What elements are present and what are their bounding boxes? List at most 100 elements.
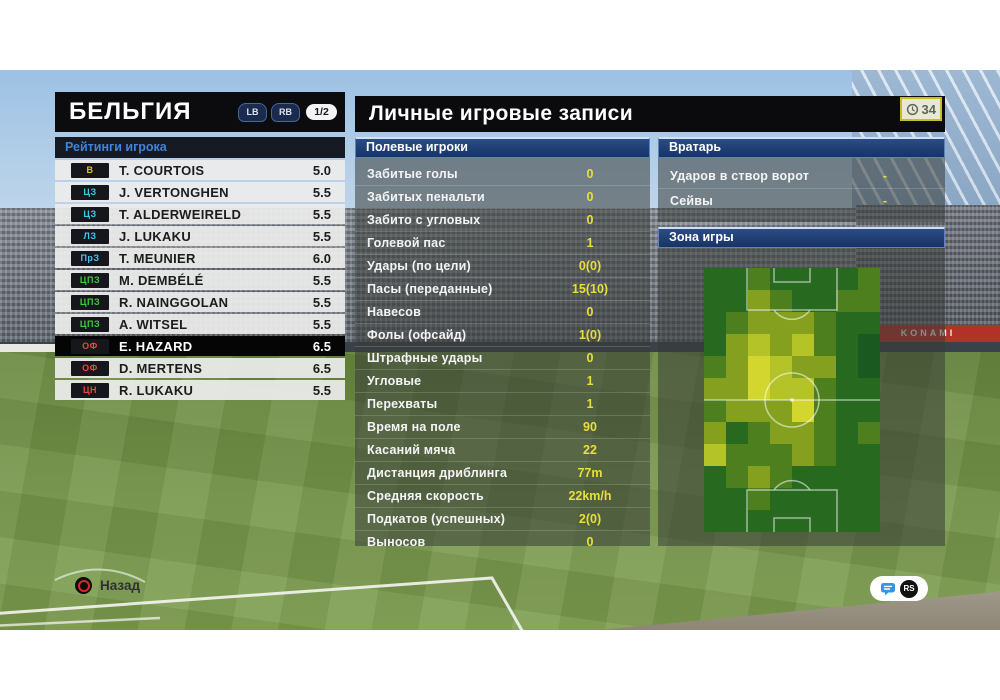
heatmap-cell — [792, 268, 814, 290]
heatmap-cell — [836, 290, 858, 312]
stat-label: Выносов — [367, 535, 426, 549]
player-row[interactable]: ЦПЗ A. WITSEL 5.5 — [55, 314, 345, 334]
goalkeeper-panel: Ударов в створ ворот - Сейвы - — [658, 158, 945, 222]
rb-button[interactable]: RB — [271, 102, 300, 122]
player-ratings-header: Рейтинги игрока — [55, 137, 345, 158]
position-badge: ОФ — [71, 360, 109, 376]
heatmap-cell — [704, 422, 726, 444]
heatmap-cell — [704, 290, 726, 312]
heatmap-pitch — [704, 268, 880, 532]
heatmap-cell — [858, 400, 880, 422]
position-badge: ЦН — [71, 382, 109, 398]
heatmap-cell — [792, 312, 814, 334]
stat-label: Сейвы — [670, 194, 714, 208]
circle-button-icon — [75, 577, 92, 594]
chat-icon[interactable] — [880, 582, 896, 596]
stat-label: Перехваты — [367, 397, 438, 411]
heatmap-cell — [748, 422, 770, 444]
player-row[interactable]: ОФ E. HAZARD 6.5 — [55, 336, 345, 356]
stat-row: Касаний мяча 22 — [355, 439, 650, 462]
heatmap-cell — [792, 400, 814, 422]
player-row[interactable]: В T. COURTOIS 5.0 — [55, 160, 345, 180]
stat-label: Фолы (офсайд) — [367, 328, 467, 342]
heatmap-cell — [814, 444, 836, 466]
lb-button[interactable]: LB — [238, 102, 267, 122]
heatmap-cell — [858, 422, 880, 444]
rs-button-icon[interactable]: RS — [900, 579, 918, 598]
heatmap-cell — [814, 488, 836, 510]
stat-value: 1(0) — [578, 328, 602, 342]
back-button[interactable]: Назад — [75, 577, 140, 594]
heatmap-cell — [858, 510, 880, 532]
heatmap-cell — [858, 268, 880, 290]
stat-row: Штрафные удары 0 — [355, 347, 650, 370]
player-row[interactable]: ЦЗ J. VERTONGHEN 5.5 — [55, 182, 345, 202]
stat-label: Дистанция дриблинга — [367, 466, 508, 480]
heatmap-cell — [770, 268, 792, 290]
heatmap-cell — [858, 378, 880, 400]
player-row[interactable]: ЦН R. LUKAKU 5.5 — [55, 380, 345, 400]
heatmap-cell — [770, 334, 792, 356]
heatmap-cell — [792, 422, 814, 444]
heatmap-cell — [748, 334, 770, 356]
heatmap-cell — [858, 290, 880, 312]
heatmap-cell — [704, 466, 726, 488]
heatmap-cell — [748, 466, 770, 488]
stat-value: - — [882, 169, 888, 183]
heatmap-cell — [726, 488, 748, 510]
position-badge: ЦЗ — [71, 184, 109, 200]
heatmap-cell — [748, 378, 770, 400]
player-row[interactable]: ЦПЗ R. NAINGGOLAN 5.5 — [55, 292, 345, 312]
stat-value: 1 — [586, 397, 594, 411]
player-row[interactable]: ОФ D. MERTENS 6.5 — [55, 358, 345, 378]
player-name: E. HAZARD — [119, 338, 193, 354]
player-rating: 5.5 — [312, 184, 331, 200]
player-row[interactable]: ПрЗ T. MEUNIER 6.0 — [55, 248, 345, 268]
heatmap-cell — [748, 510, 770, 532]
player-rating: 5.0 — [312, 162, 331, 178]
position-badge: ОФ — [71, 338, 109, 354]
player-row[interactable]: ЦПЗ M. DEMBÉLÉ 5.5 — [55, 270, 345, 290]
heatmap-cell — [726, 312, 748, 334]
player-name: R. NAINGGOLAN — [119, 294, 229, 310]
time-value: 34 — [921, 101, 936, 117]
stat-row: Подкатов (успешных) 2(0) — [355, 508, 650, 531]
game-screen: KONAMI KONAMI БЕЛЬГИЯ LB RB 1/2 Рейтинги… — [0, 70, 1000, 630]
player-row[interactable]: ЛЗ J. LUKAKU 5.5 — [55, 226, 345, 246]
stat-value: 0 — [586, 190, 594, 204]
player-rating: 6.0 — [312, 250, 331, 266]
stat-label: Навесов — [367, 305, 421, 319]
heatmap-cell — [858, 312, 880, 334]
heatmap-cell — [814, 378, 836, 400]
heatmap-cell — [704, 334, 726, 356]
stat-row: Голевой пас 1 — [355, 232, 650, 255]
heatmap-cell — [704, 268, 726, 290]
heatmap-cell — [836, 466, 858, 488]
player-rating: 5.5 — [312, 294, 331, 310]
pitch-markings — [704, 268, 880, 532]
heatmap-cell — [704, 378, 726, 400]
player-rating: 5.5 — [312, 228, 331, 244]
heatmap-cell — [726, 466, 748, 488]
heatmap-cell — [726, 444, 748, 466]
stat-label: Забитые голы — [367, 167, 458, 181]
team-panel-header: БЕЛЬГИЯ LB RB 1/2 — [55, 92, 345, 132]
heatmap-cell — [792, 510, 814, 532]
player-name: T. ALDERWEIRELD — [119, 206, 242, 222]
stat-row: Выносов 0 — [355, 531, 650, 553]
field-lines — [0, 568, 524, 630]
player-name: M. DEMBÉLÉ — [119, 272, 204, 288]
heatmap-cell — [836, 488, 858, 510]
stat-value: 0 — [586, 351, 594, 365]
heatmap-cell — [704, 510, 726, 532]
player-row[interactable]: ЦЗ T. ALDERWEIRELD 5.5 — [55, 204, 345, 224]
stat-label: Ударов в створ ворот — [670, 169, 810, 183]
player-name: T. COURTOIS — [119, 162, 205, 178]
heatmap-cell — [726, 356, 748, 378]
stat-row: Перехваты 1 — [355, 393, 650, 416]
heatmap-cell — [726, 290, 748, 312]
player-rating: 6.5 — [312, 338, 331, 354]
heatmap-cell — [814, 356, 836, 378]
stat-label: Забито с угловых — [367, 213, 481, 227]
heatmap-cell — [814, 400, 836, 422]
